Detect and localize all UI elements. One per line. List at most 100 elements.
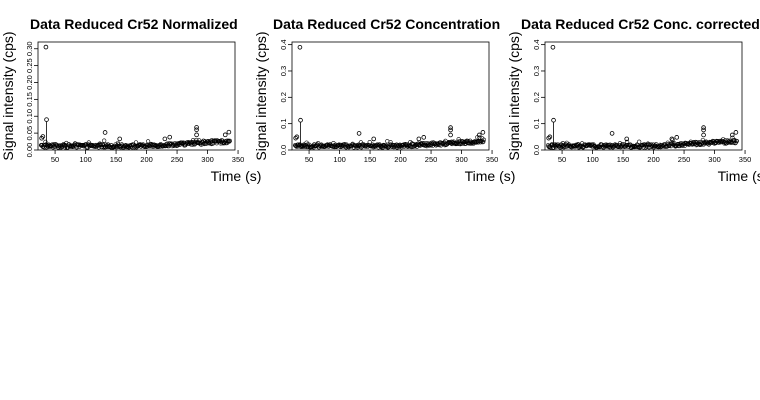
x-tick-label: 150 [110, 155, 123, 164]
data-point [105, 144, 110, 149]
outlier-point [226, 129, 232, 135]
data-point [595, 145, 600, 150]
chart-title: Data Reduced Cr52 Concentration [273, 16, 500, 32]
y-tick-label: 0.05 [25, 126, 34, 141]
data-point [124, 145, 129, 150]
outlier-point [222, 132, 228, 138]
outlier-point [371, 136, 377, 142]
y-tick-label: 0.3 [279, 66, 288, 76]
x-tick-label: 250 [678, 155, 691, 164]
outlier-point [356, 131, 362, 136]
data-point [561, 143, 566, 148]
outlier-point [551, 117, 556, 123]
outlier-point [40, 134, 46, 139]
data-point [56, 145, 61, 150]
data-point [97, 141, 102, 146]
y-tick-label: 0.1 [279, 118, 288, 128]
outlier-point [194, 125, 199, 130]
data-point [227, 138, 232, 143]
outlier-point [293, 135, 298, 141]
outlier-point [194, 127, 199, 133]
y-tick-label: 0.25 [25, 58, 34, 73]
x-tick-label: 200 [140, 155, 153, 164]
x-tick-label: 350 [739, 155, 752, 164]
data-point [440, 140, 445, 146]
outlier-point [547, 134, 553, 140]
outlier-point [167, 134, 173, 140]
data-point [362, 143, 367, 148]
data-point [437, 143, 442, 148]
outlier-point [480, 130, 486, 135]
data-point [480, 140, 485, 145]
x-tick-label: 150 [617, 155, 630, 164]
data-point [43, 139, 48, 144]
outlier-point [701, 125, 706, 130]
data-point [195, 140, 201, 146]
outlier-point [609, 131, 615, 136]
outlier-point [297, 44, 303, 50]
data-point [44, 145, 49, 150]
y-tick-label: 0.2 [532, 92, 541, 102]
data-point [481, 137, 486, 142]
y-tick-label: 0.20 [25, 75, 34, 90]
y-tick-label: 0.15 [25, 92, 34, 107]
data-point [721, 137, 726, 142]
y-axis-label: Signal intensity (cps) [506, 31, 522, 160]
y-tick-label: 0.00 [25, 143, 34, 158]
y-tick-label: 0.10 [25, 109, 34, 124]
outlier-point [546, 135, 551, 141]
x-tick-label: 250 [171, 155, 184, 164]
outlier-point [194, 132, 199, 138]
x-tick-label: 100 [333, 155, 346, 164]
y-tick-label: 0.0 [279, 145, 288, 155]
plot-frame [37, 41, 236, 151]
outlier-point [294, 134, 300, 140]
outlier-point [162, 136, 168, 142]
x-tick-label: 200 [394, 155, 407, 164]
chart-panel-2: Data Reduced Cr52 Concentration 50 100 150 2… [253, 16, 515, 184]
x-tick-label: 350 [232, 155, 245, 164]
outlier-point [701, 127, 706, 133]
y-tick-label: 0.4 [279, 39, 288, 49]
chart-panel-3: Data Reduced Cr52 Conc. corrected 50 100 15… [506, 16, 760, 184]
chart-title: Data Reduced Cr52 Conc. corrected [521, 16, 760, 32]
data-point [388, 140, 393, 145]
data-point [637, 139, 642, 144]
y-tick-label: 0.30 [25, 41, 34, 56]
outlier-point [729, 132, 735, 138]
data-point [386, 144, 392, 149]
outlier-point [669, 136, 675, 142]
data-point [63, 145, 68, 150]
y-axis-label: Signal intensity (cps) [253, 31, 269, 160]
x-tick-label: 350 [486, 155, 499, 164]
data-point [610, 143, 615, 148]
data-point [734, 138, 739, 144]
data-point [662, 144, 668, 149]
outlier-point [421, 135, 427, 140]
outlier-point [43, 44, 49, 50]
outlier-point [448, 127, 453, 133]
outlier-point [476, 132, 482, 138]
y-tick-label: 0.2 [279, 92, 288, 102]
x-axis-label: Time (s) [718, 168, 760, 184]
data-point [669, 141, 674, 146]
y-tick-label: 0.3 [532, 66, 541, 76]
x-tick-label: 250 [425, 155, 438, 164]
outlier-point [624, 136, 630, 142]
plot-frame [291, 41, 490, 151]
x-tick-label: 150 [364, 155, 377, 164]
data-point [226, 138, 231, 143]
x-tick-label: 50 [51, 155, 59, 164]
data-point [358, 140, 364, 145]
x-tick-label: 50 [305, 155, 313, 164]
x-tick-label: 100 [586, 155, 599, 164]
outlier-point [416, 136, 422, 142]
outlier-point [448, 125, 453, 130]
x-axis-label: Time (s) [211, 168, 262, 184]
chart-panel-1: Data Reduced Cr52 Normalized 50 100 150 200 2… [0, 16, 261, 184]
x-axis-label: Time (s) [465, 168, 516, 184]
data-point [102, 138, 107, 143]
outlier-point [701, 132, 706, 138]
plot-frame [544, 41, 743, 151]
